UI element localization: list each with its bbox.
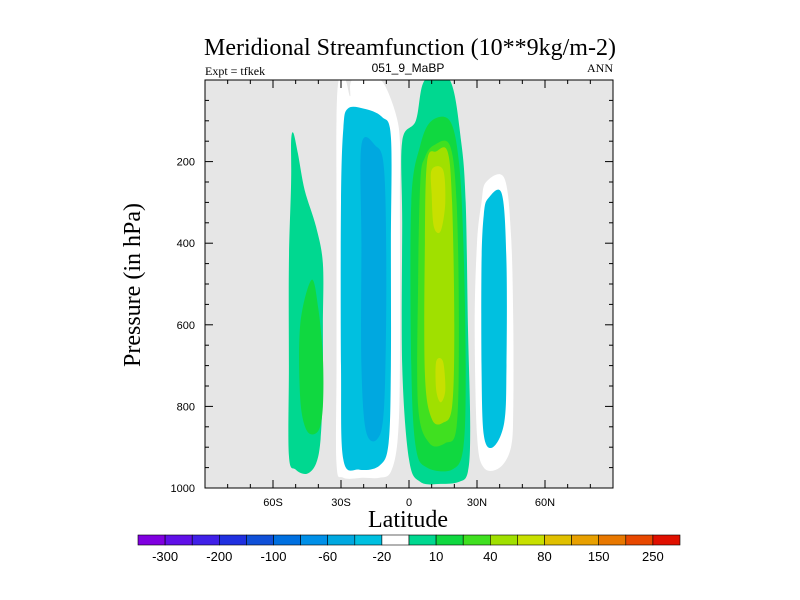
contour-nh_negative-level--20-1 <box>481 189 507 449</box>
season-label: ANN <box>587 61 613 75</box>
colorbar-swatch-11 <box>435 534 464 546</box>
period-label: 051_9_MaBP <box>372 61 445 75</box>
colorbar-swatch-4 <box>246 534 274 546</box>
colorbar-swatch-18 <box>625 534 654 546</box>
contour-nh_positive-level-80-4 <box>430 166 446 234</box>
colorbar-swatch-13 <box>489 534 518 546</box>
colorbar-label-40: 40 <box>483 549 497 564</box>
colorbar-swatch-14 <box>517 534 545 546</box>
x-tick-label-60N: 60N <box>535 497 555 509</box>
colorbar-swatch-6 <box>300 534 329 546</box>
colorbar-swatch-10 <box>408 534 437 546</box>
y-tick-label-1000: 1000 <box>171 483 195 495</box>
x-tick-label-0: 0 <box>406 497 412 509</box>
contour-nh_positive-level-60-3 <box>424 147 455 425</box>
chart-title: Meridional Streamfunction (10**9kg/m-2) <box>204 35 616 61</box>
contour-nh_positive-level-80-5 <box>435 357 446 403</box>
colorbar <box>137 534 681 546</box>
colorbar-swatch-17 <box>598 534 627 546</box>
colorbar-swatch-15 <box>544 534 572 546</box>
y-tick-label-600: 600 <box>177 320 195 332</box>
x-axis-label: Latitude <box>368 507 448 533</box>
colorbar-labels: -300 -200 -100 -60 -20 10 40 80 150 250 <box>152 549 664 564</box>
colorbar-swatch-5 <box>273 534 301 546</box>
y-tick-label-200: 200 <box>177 157 195 169</box>
colorbar-swatch-2 <box>191 534 220 546</box>
colorbar-swatch-8 <box>354 534 383 546</box>
tick-labels: 60S 30S 0 30N 60N 200 400 600 800 1000 <box>171 157 556 509</box>
colorbar-label-150: 150 <box>588 549 610 564</box>
colorbar-swatch-19 <box>652 534 681 546</box>
x-tick-label-30S: 30S <box>331 497 351 509</box>
y-tick-label-400: 400 <box>177 238 195 250</box>
colorbar-swatch-3 <box>219 534 247 546</box>
colorbar-swatch-9 <box>381 534 410 546</box>
colorbar-label--200: -200 <box>206 549 232 564</box>
contour-fill-layer <box>288 80 514 485</box>
contour-sh_outer_positive-level-20-1 <box>299 279 324 435</box>
colorbar-swatch-7 <box>327 534 356 546</box>
colorbar-swatch-16 <box>571 534 599 546</box>
axis-ticks <box>204 79 614 489</box>
experiment-label: Expt = tfkek <box>205 64 265 78</box>
contour-sh_negative-level--40-2 <box>360 137 387 442</box>
colorbar-label-250: 250 <box>642 549 664 564</box>
y-axis-label: Pressure (in hPa) <box>120 203 146 367</box>
colorbar-label--20: -20 <box>373 549 392 564</box>
x-tick-label-30N: 30N <box>467 497 487 509</box>
colorbar-swatch-0 <box>137 534 166 546</box>
colorbar-label--100: -100 <box>260 549 286 564</box>
colorbar-swatch-1 <box>164 534 193 546</box>
colorbar-label-80: 80 <box>537 549 551 564</box>
y-tick-label-800: 800 <box>177 401 195 413</box>
x-tick-label-60S: 60S <box>263 497 283 509</box>
colorbar-label-10: 10 <box>429 549 443 564</box>
colorbar-swatch-12 <box>462 534 491 546</box>
colorbar-label--60: -60 <box>318 549 337 564</box>
colorbar-label--300: -300 <box>152 549 178 564</box>
